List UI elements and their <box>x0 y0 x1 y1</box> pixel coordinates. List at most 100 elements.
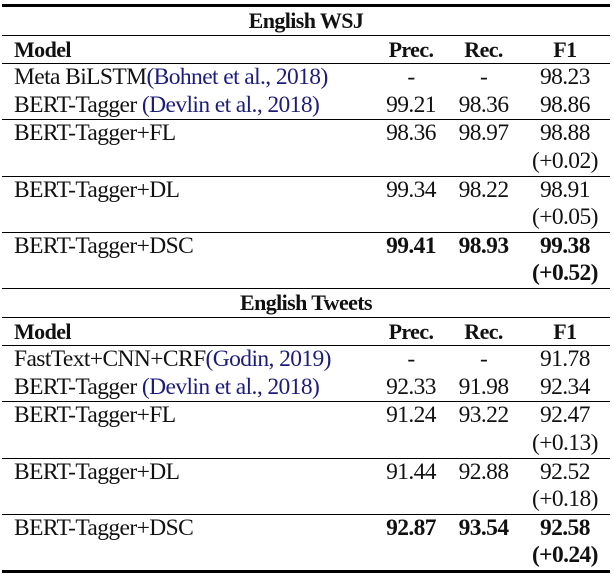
prec-cell: - <box>407 64 415 91</box>
f1-cell: 92.52 <box>539 458 590 485</box>
f1-delta-cell: (+0.02) <box>532 147 598 174</box>
rec-cell: 91.98 <box>458 373 509 400</box>
table-row-delta: (+0.52) <box>2 260 610 288</box>
row-rule <box>2 175 610 177</box>
empty-cell <box>2 148 375 176</box>
prec-cell: 99.41 <box>386 232 436 259</box>
empty-cell <box>375 204 448 232</box>
section-rule <box>2 287 610 289</box>
column-header-prec: Prec. <box>388 36 434 62</box>
prec-cell: 99.21 <box>386 91 436 118</box>
f1-cell: 91.78 <box>539 346 590 373</box>
table-row: BERT-Tagger+FL 91.24 93.22 92.47 <box>2 402 610 430</box>
model-cell: BERT-Tagger+DL <box>2 177 375 205</box>
empty-cell <box>2 430 375 458</box>
model-cell: BERT-Tagger+DSC <box>2 515 375 543</box>
f1-delta-cell: (+0.05) <box>532 204 598 231</box>
model-cell: FastText+CNN+CRF(Godin, 2019) <box>2 346 375 374</box>
model-cell: BERT-Tagger (Devlin et al., 2018) <box>2 92 375 120</box>
rec-cell: 98.93 <box>458 232 509 259</box>
empty-cell <box>375 260 448 288</box>
row-rule <box>2 401 610 403</box>
citation-link: (Godin, 2019) <box>205 346 332 373</box>
f1-cell: 98.91 <box>539 176 590 203</box>
table-row-delta: (+0.02) <box>2 148 610 176</box>
empty-cell <box>375 542 448 570</box>
row-rule <box>2 513 610 515</box>
prec-cell: 91.44 <box>386 458 436 485</box>
model-cell: BERT-Tagger+FL <box>2 120 375 148</box>
prec-cell: - <box>407 346 415 373</box>
column-header-model: Model <box>14 318 71 344</box>
model-name: BERT-Tagger <box>14 373 142 400</box>
empty-cell <box>447 204 520 232</box>
empty-cell <box>447 430 520 458</box>
f1-cell: 92.58 <box>539 514 590 541</box>
model-cell: BERT-Tagger+FL <box>2 402 375 430</box>
top-rule <box>2 4 610 7</box>
model-cell: BERT-Tagger+DSC <box>2 233 375 261</box>
table-row-delta: (+0.13) <box>2 430 610 458</box>
f1-cell: 92.47 <box>539 402 590 429</box>
row-rule <box>2 119 610 121</box>
prec-cell: 98.36 <box>386 120 436 147</box>
table-row: BERT-Tagger (Devlin et al., 2018) 99.21 98… <box>2 92 610 120</box>
rec-cell: 98.22 <box>458 176 509 203</box>
model-name: BERT-Tagger <box>14 91 142 118</box>
table-row: BERT-Tagger+DL 99.34 98.22 98.91 <box>2 177 610 205</box>
empty-cell <box>2 260 375 288</box>
f1-cell: 98.23 <box>539 64 590 91</box>
prec-cell: 99.34 <box>386 176 436 203</box>
rec-cell: 93.54 <box>458 514 509 541</box>
rec-cell: 98.36 <box>458 91 509 118</box>
table-row: BERT-Tagger+DSC 99.41 98.93 99.38 <box>2 233 610 261</box>
f1-delta-cell: (+0.13) <box>532 429 598 456</box>
row-rule <box>2 457 610 459</box>
column-header-rec: Rec. <box>464 318 503 344</box>
f1-cell: 98.86 <box>539 91 590 118</box>
empty-cell <box>447 542 520 570</box>
table-row-delta: (+0.24) <box>2 542 610 570</box>
column-header-prec: Prec. <box>388 318 434 344</box>
f1-delta-cell: (+0.52) <box>531 260 599 287</box>
f1-cell: 92.34 <box>539 373 590 400</box>
citation-link: (Devlin et al., 2018) <box>141 91 320 118</box>
citation-link: (Devlin et al., 2018) <box>141 373 320 400</box>
header-row: Model Prec. Rec. F1 <box>2 36 610 64</box>
column-header-f1: F1 <box>553 318 577 344</box>
empty-cell <box>2 486 375 514</box>
prec-cell: 91.24 <box>386 402 436 429</box>
model-cell: BERT-Tagger+DL <box>2 459 375 487</box>
f1-cell: 98.88 <box>539 120 590 147</box>
prec-cell: 92.87 <box>386 514 436 541</box>
citation-link: (Bohnet et al., 2018) <box>146 64 328 91</box>
section-title: English WSJ <box>248 8 364 33</box>
row-rule <box>2 345 610 347</box>
model-cell: Meta BiLSTM(Bohnet et al., 2018) <box>2 64 375 92</box>
table-row: BERT-Tagger+FL 98.36 98.97 98.88 <box>2 120 610 148</box>
f1-cell: 99.38 <box>539 232 590 259</box>
empty-cell <box>375 148 448 176</box>
table-row: BERT-Tagger (Devlin et al., 2018) 92.33 91… <box>2 374 610 402</box>
header-row: Model Prec. Rec. F1 <box>2 318 610 346</box>
f1-delta-cell: (+0.24) <box>531 542 599 569</box>
table-row: BERT-Tagger+DL 91.44 92.88 92.52 <box>2 459 610 487</box>
row-rule <box>2 63 610 65</box>
table-row: BERT-Tagger+DSC 92.87 93.54 92.58 <box>2 515 610 543</box>
rec-cell: 98.97 <box>458 120 509 147</box>
empty-cell <box>375 486 448 514</box>
empty-cell <box>447 148 520 176</box>
empty-cell <box>447 260 520 288</box>
model-name: BERT-Tagger+DL <box>14 176 180 203</box>
rec-cell: 93.22 <box>458 402 509 429</box>
empty-cell <box>2 204 375 232</box>
model-name: FastText+CNN+CRF <box>14 346 206 373</box>
table-row: FastText+CNN+CRF(Godin, 2019) - - 91.78 <box>2 346 610 374</box>
row-rule <box>2 231 610 233</box>
model-cell: BERT-Tagger (Devlin et al., 2018) <box>2 374 375 402</box>
header-rule <box>2 316 610 318</box>
column-header-f1: F1 <box>553 36 577 62</box>
table-row-delta: (+0.05) <box>2 204 610 232</box>
rec-cell: - <box>479 64 488 91</box>
empty-cell <box>447 486 520 514</box>
